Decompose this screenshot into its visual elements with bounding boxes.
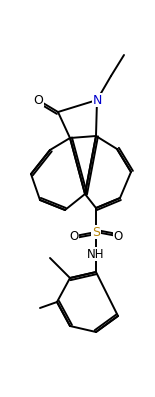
Text: NH: NH [87,247,105,260]
Text: S: S [92,225,100,239]
Text: N: N [92,94,102,106]
Text: O: O [113,229,123,243]
Text: O: O [69,229,79,243]
Text: O: O [33,94,43,106]
